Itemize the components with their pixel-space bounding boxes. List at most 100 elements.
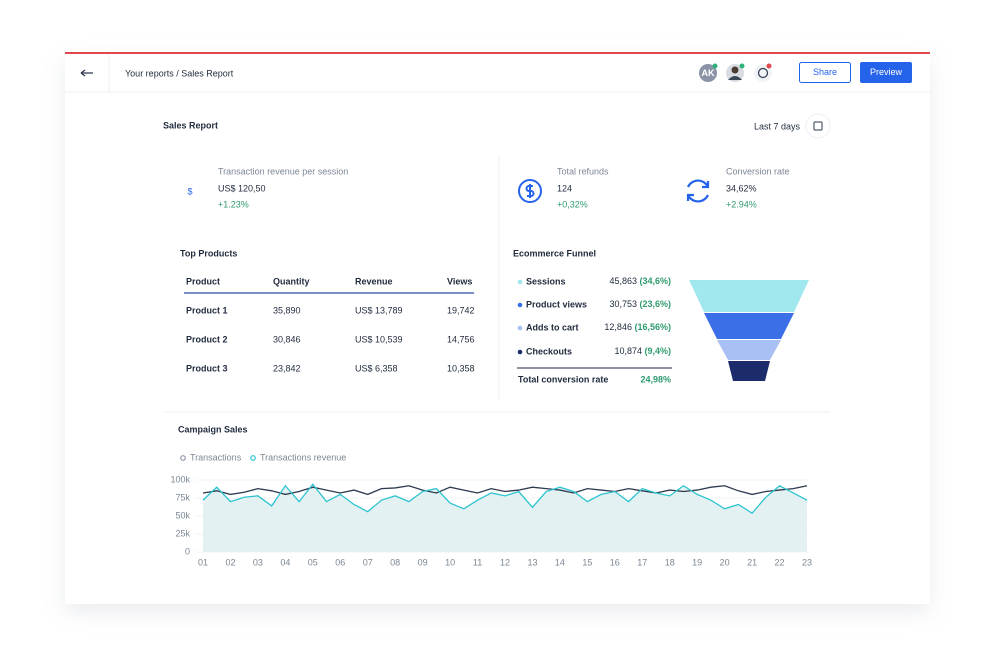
- table-cell: 30,846: [273, 334, 301, 344]
- table-cell: 23,842: [273, 363, 301, 373]
- back-button[interactable]: [80, 69, 93, 77]
- y-tick-label: 0: [185, 546, 190, 556]
- section-title: Campaign Sales: [178, 424, 248, 434]
- table-cell: US$ 10,539: [355, 334, 403, 344]
- table-cell: US$ 6,358: [355, 363, 398, 373]
- x-tick-label: 05: [308, 557, 318, 567]
- dollar-icon: $: [187, 186, 192, 196]
- share-label: Share: [813, 67, 837, 77]
- column-header: Quantity: [273, 276, 310, 286]
- x-tick-label: 23: [802, 557, 812, 567]
- funnel-total-value: 24,98%: [640, 374, 671, 384]
- funnel-step: Checkouts: [526, 346, 572, 356]
- kpi-label: Transaction revenue per session: [218, 166, 348, 176]
- funnel-value: 12,846: [604, 322, 632, 332]
- table-cell: 14,756: [447, 334, 475, 344]
- funnel-bullet: [517, 279, 523, 285]
- y-tick-label: 50k: [175, 510, 190, 520]
- table-cell: Product 1: [186, 305, 228, 315]
- x-tick-label: 10: [445, 557, 455, 567]
- section-title: Top Products: [180, 248, 237, 258]
- breadcrumb[interactable]: Your reports / Sales Report: [125, 68, 234, 78]
- x-tick-label: 09: [418, 557, 428, 567]
- funnel-bullet: [517, 302, 523, 308]
- funnel-share: (23,6%): [639, 299, 671, 309]
- y-tick-label: 100k: [170, 474, 190, 484]
- funnel-segment: [689, 280, 809, 312]
- funnel-bullet: [517, 349, 523, 355]
- x-tick-label: 15: [582, 557, 592, 567]
- area: [203, 484, 807, 552]
- funnel-value: 45,863: [609, 276, 637, 286]
- avatar-body: [728, 76, 742, 80]
- funnel-step: Adds to cart: [526, 322, 579, 332]
- legend-label: Transactions revenue: [260, 452, 346, 462]
- status-dot: [712, 63, 718, 69]
- avatar[interactable]: [699, 64, 717, 82]
- x-tick-label: 17: [637, 557, 647, 567]
- x-tick-label: 13: [527, 557, 537, 567]
- x-tick-label: 08: [390, 557, 400, 567]
- avatar-initials: AK: [702, 68, 715, 78]
- line: [202, 485, 808, 496]
- kpi-value: 124: [557, 183, 572, 193]
- x-tick-label: 03: [253, 557, 263, 567]
- funnel-segment: [704, 313, 794, 339]
- funnel-figure: 30,753 (23,6%): [609, 299, 671, 309]
- calendar-icon: [813, 121, 823, 131]
- share-button[interactable]: [799, 62, 851, 83]
- funnel-share: (9,4%): [644, 346, 671, 356]
- x-tick-label: 20: [720, 557, 730, 567]
- chat-button[interactable]: [754, 64, 772, 82]
- x-tick-label: 04: [280, 557, 290, 567]
- funnel-bullet: [517, 325, 523, 331]
- x-tick-label: 14: [555, 557, 565, 567]
- table-cell: US$ 13,789: [355, 305, 403, 315]
- calendar-button[interactable]: [805, 113, 831, 139]
- funnel-value: 10,874: [614, 346, 642, 356]
- x-tick-label: 06: [335, 557, 345, 567]
- kpi-label: Total refunds: [557, 166, 609, 176]
- preview-label: Preview: [870, 67, 903, 77]
- funnel-step: Product views: [526, 299, 587, 309]
- x-tick-label: 19: [692, 557, 702, 567]
- column-header: Views: [447, 276, 472, 286]
- kpi-change: +2.94%: [726, 199, 757, 209]
- preview-button[interactable]: [860, 62, 912, 83]
- x-tick-label: 11: [473, 557, 482, 567]
- funnel-segment: [717, 340, 781, 360]
- conversion-icon: [686, 179, 710, 203]
- funnel-total-label: Total conversion rate: [518, 374, 608, 384]
- funnel-value: 30,753: [609, 299, 637, 309]
- x-tick-label: 12: [500, 557, 510, 567]
- date-range[interactable]: Last 7 days: [754, 121, 801, 131]
- kpi-change: +1.23%: [218, 199, 249, 209]
- table-cell: 10,358: [447, 363, 475, 373]
- funnel-figure: 10,874 (9,4%): [614, 346, 671, 356]
- status-dot: [766, 63, 772, 69]
- funnel-share: (34,6%): [639, 276, 671, 286]
- column-header: Product: [186, 276, 220, 286]
- table-cell: 35,890: [273, 305, 301, 315]
- kpi-label: Conversion rate: [726, 166, 790, 176]
- table-cell: 19,742: [447, 305, 475, 315]
- y-tick-label: 75k: [175, 492, 190, 502]
- status-dot: [739, 63, 745, 69]
- refund-icon: [518, 179, 542, 203]
- kpi-change: +0,32%: [557, 199, 588, 209]
- x-tick-label: 02: [225, 557, 235, 567]
- section-title: Ecommerce Funnel: [513, 248, 596, 258]
- x-tick-label: 21: [747, 557, 757, 567]
- x-tick-label: 07: [363, 557, 373, 567]
- legend-label: Transactions: [190, 452, 242, 462]
- funnel-step: Sessions: [526, 276, 566, 286]
- x-tick-label: 01: [198, 557, 208, 567]
- top-bar: [65, 52, 930, 54]
- table-cell: Product 2: [186, 334, 228, 344]
- kpi-value: US$ 120,50: [218, 183, 266, 193]
- legend-swatch: [250, 455, 256, 461]
- kpi-value: 34,62%: [726, 183, 757, 193]
- table-cell: Product 3: [186, 363, 228, 373]
- column-header: Revenue: [355, 276, 393, 286]
